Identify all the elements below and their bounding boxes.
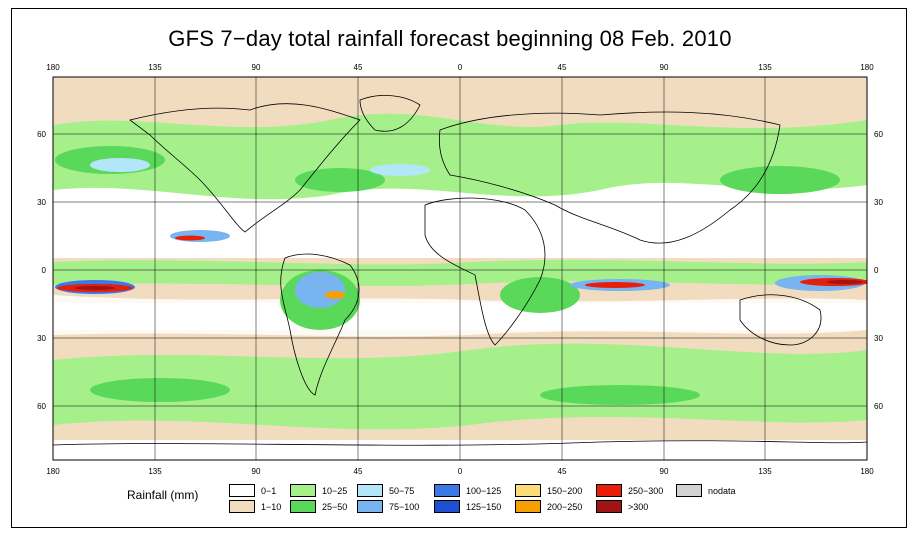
lon-label: 135 <box>758 467 772 476</box>
lon-label: 180 <box>860 467 874 476</box>
legend-item: 50−75 <box>357 484 414 497</box>
legend-swatch <box>290 484 316 497</box>
legend-item: 200−250 <box>515 500 582 513</box>
lon-label: 45 <box>558 467 567 476</box>
legend-swatch <box>596 484 622 497</box>
legend-swatch <box>357 500 383 513</box>
legend-item: nodata <box>676 484 736 497</box>
legend-item: 10−25 <box>290 484 347 497</box>
lat-label: 30 <box>37 198 46 207</box>
legend-label: 75−100 <box>389 501 420 512</box>
lon-label: 180 <box>860 63 874 72</box>
lon-label: 135 <box>758 63 772 72</box>
lat-labels-right: 60 30 0 30 60 <box>874 130 883 411</box>
legend-label: >300 <box>628 501 649 512</box>
coastlines <box>53 95 867 446</box>
rainfall-field <box>53 77 867 460</box>
lon-label: 180 <box>46 467 60 476</box>
map-border <box>52 76 868 461</box>
lat-label: 30 <box>874 198 883 207</box>
lon-label: 90 <box>660 63 669 72</box>
legend-swatch <box>434 484 460 497</box>
legend-swatch <box>596 500 622 513</box>
legend-label: 150−200 <box>547 485 583 496</box>
lat-label: 60 <box>37 402 46 411</box>
lon-label: 135 <box>148 63 162 72</box>
lat-label: 0 <box>874 266 879 275</box>
lat-label: 60 <box>874 130 883 139</box>
lon-label: 135 <box>148 467 162 476</box>
legend-swatch <box>676 484 702 497</box>
legend-label: 10−25 <box>322 485 348 496</box>
legend-item: 125−150 <box>434 500 501 513</box>
legend-swatch <box>434 500 460 513</box>
lon-label: 180 <box>46 63 60 72</box>
legend-label: 200−250 <box>547 501 583 512</box>
lat-labels-left: 60 30 0 30 60 <box>37 130 46 411</box>
graticule <box>53 77 867 460</box>
legend-label: 0−1 <box>261 485 277 496</box>
legend-item: 75−100 <box>357 500 419 513</box>
legend-item: 100−125 <box>434 484 501 497</box>
legend-swatch <box>229 484 255 497</box>
legend-item: >300 <box>596 500 648 513</box>
legend-label: 250−300 <box>628 485 664 496</box>
legend-label: 125−150 <box>466 501 502 512</box>
lon-label: 90 <box>252 467 261 476</box>
legend-swatch <box>515 484 541 497</box>
map-title: GFS 7−day total rainfall forecast beginn… <box>168 26 732 51</box>
lon-label: 0 <box>458 467 463 476</box>
lat-label: 0 <box>42 266 47 275</box>
legend-item: 25−50 <box>290 500 347 513</box>
lat-label: 30 <box>37 334 46 343</box>
legend-item: 0−1 <box>229 484 276 497</box>
legend-item: 250−300 <box>596 484 663 497</box>
lat-label: 60 <box>37 130 46 139</box>
legend-swatch <box>290 500 316 513</box>
lon-label: 90 <box>660 467 669 476</box>
lon-label: 0 <box>458 63 463 72</box>
legend-swatch <box>229 500 255 513</box>
legend-label: 25−50 <box>322 501 348 512</box>
lat-label: 30 <box>874 334 883 343</box>
lon-label: 90 <box>252 63 261 72</box>
legend-swatch <box>515 500 541 513</box>
legend-label: 1−10 <box>261 501 282 512</box>
legend-label: 50−75 <box>389 485 415 496</box>
lat-label: 60 <box>874 402 883 411</box>
legend-swatch <box>357 484 383 497</box>
lon-label: 45 <box>354 63 363 72</box>
legend-label: nodata <box>708 485 736 496</box>
legend-item: 1−10 <box>229 500 281 513</box>
lon-label: 45 <box>558 63 567 72</box>
lon-label: 45 <box>354 467 363 476</box>
legend-title: Rainfall (mm) <box>127 488 199 502</box>
figure-frame <box>11 8 907 528</box>
legend-item: 150−200 <box>515 484 582 497</box>
legend-label: 100−125 <box>466 485 502 496</box>
lon-labels-top: 180 135 90 45 0 45 90 135 180 <box>46 63 874 72</box>
lon-labels-bottom: 180 135 90 45 0 45 90 135 180 <box>46 467 874 476</box>
